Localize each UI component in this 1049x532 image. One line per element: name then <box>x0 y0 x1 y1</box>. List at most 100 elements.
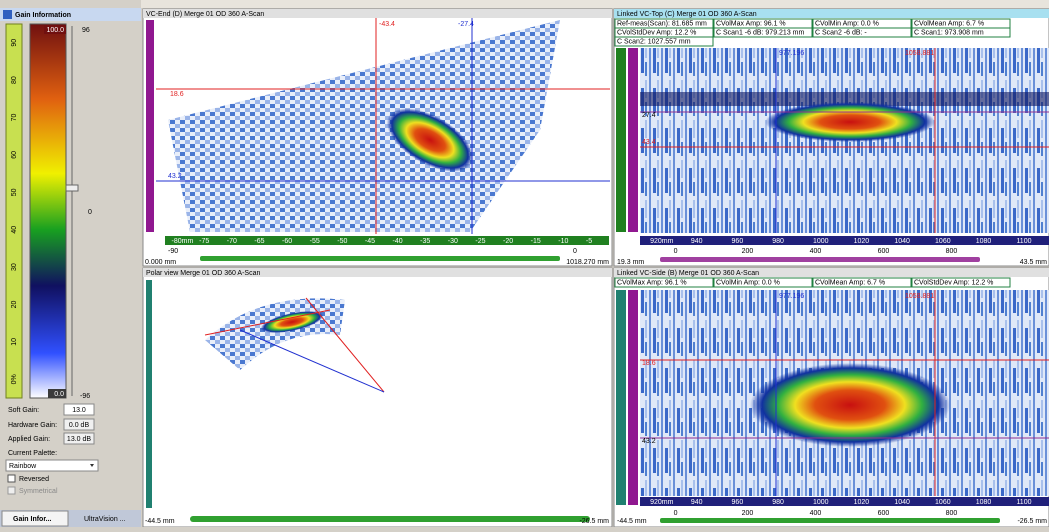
toolbar <box>141 0 1049 8</box>
cursor-label: -43.4 <box>379 21 395 28</box>
cursor-label: 1058.881 <box>905 50 934 57</box>
info-text: CVolStdDev Amp: 12.2 % <box>914 279 993 286</box>
scroll-bar[interactable] <box>660 257 980 262</box>
scroll-bar[interactable] <box>200 256 560 261</box>
view-title: VC-End (D) Merge 01 OD 360 A-Scan <box>146 11 264 18</box>
cursor-label: 43.2 <box>642 438 656 445</box>
hardware-gain: 0.0 dB <box>69 422 90 429</box>
side-ruler <box>628 290 638 505</box>
info-text: CVolMin Amp: 0.0 % <box>815 20 879 27</box>
axis-label: 400 <box>810 510 822 517</box>
checkbox[interactable] <box>8 475 15 482</box>
checkbox-label: Reversed <box>19 476 49 483</box>
cursor-label: 1058.881 <box>905 293 934 300</box>
axis-label: -20 <box>503 238 513 245</box>
indication <box>750 363 950 447</box>
side-ruler <box>628 48 638 232</box>
info-text: CVolMax Amp: 96.1 % <box>716 20 786 27</box>
polar-view <box>143 268 612 527</box>
info-text: C Scan1 -6 dB: 979.213 mm <box>716 29 804 36</box>
label: Applied Gain: <box>8 436 50 443</box>
axis-label: 200 <box>742 248 754 255</box>
view-title: Polar view Merge 01 OD 360 A-Scan <box>146 270 260 277</box>
axis-label: 1020 <box>854 238 870 245</box>
ruler-tick-label: 50 <box>11 188 18 196</box>
cursor-label: 977.196 <box>779 50 804 57</box>
cursor-label: 43.4 <box>642 139 656 146</box>
info-text: CVolStdDev Amp: 12.2 % <box>617 29 696 36</box>
axis-label: 1080 <box>976 238 992 245</box>
ruler-tick-label: 20 <box>11 301 18 309</box>
axis-label: 1020 <box>854 499 870 506</box>
info-text: CVolMean Amp: 6.7 % <box>914 20 984 27</box>
info-text: CVolMin Amp: 0.0 % <box>716 279 780 286</box>
axis-label: 1100 <box>1016 238 1031 245</box>
info-text: C Scan2: 1027.557 mm <box>617 38 691 45</box>
tab-label: Gain Infor... <box>13 516 52 523</box>
axis-label: -40 <box>393 238 403 245</box>
label: Hardware Gain: <box>8 422 57 429</box>
scroll-bar[interactable] <box>660 518 1000 523</box>
axis-label: -15 <box>531 238 541 245</box>
axis-label: 940 <box>691 499 703 506</box>
checkbox <box>8 487 15 494</box>
axis-label: 980 <box>772 499 784 506</box>
axis-label: -80mm <box>172 238 194 245</box>
ruler-tick-label: 80 <box>11 76 18 84</box>
cursor-label: 977.196 <box>779 293 804 300</box>
axis-label: -50 <box>337 238 347 245</box>
info-text: Ref-meas(Scan): 81.685 mm <box>617 20 707 27</box>
axis-label: 0 <box>674 248 678 255</box>
panel-title: Gain Information <box>15 12 71 19</box>
info-text: C Scan1: 973.908 mm <box>914 29 984 36</box>
side-ruler <box>616 290 626 505</box>
view-title: Linked VC-Side (B) Merge 01 OD 360 A-Sca… <box>617 270 759 277</box>
info-text: CVolMean Amp: 6.7 % <box>815 279 885 286</box>
axis-label: -45 <box>365 238 375 245</box>
palette-max: 100.0 <box>46 27 64 34</box>
ruler-tick-label: 0% <box>11 374 18 384</box>
range-start: 0.000 mm <box>145 259 176 266</box>
info-table: CVolMax Amp: 96.1 %CVolMin Amp: 0.0 %CVo… <box>615 278 1010 287</box>
ruler-tick-label: 60 <box>11 151 18 159</box>
range-end: 43.5 mm <box>1020 259 1047 266</box>
label: Soft Gain: <box>8 407 39 414</box>
scroll-bar[interactable] <box>190 516 590 522</box>
axis-label: 1060 <box>935 499 951 506</box>
ruler-end: -90 <box>168 248 178 255</box>
range-end: -26.5 mm <box>1017 518 1047 525</box>
ruler-tick-label: 30 <box>11 263 18 271</box>
axis-label: 200 <box>742 510 754 517</box>
axis-label: -5 <box>586 238 592 245</box>
range-start: -44.5 mm <box>617 518 647 525</box>
cursor-label: -27.4 <box>458 21 474 28</box>
axis-label: 1040 <box>894 238 910 245</box>
ruler-tick-label: 70 <box>11 114 18 122</box>
tab-label: UltraVision ... <box>84 516 126 523</box>
axis-label: 600 <box>878 248 890 255</box>
gain-slider[interactable] <box>66 185 78 191</box>
axis-label: 920mm <box>650 238 674 245</box>
axis-label: -55 <box>310 238 320 245</box>
axis-label: -25 <box>475 238 485 245</box>
checkbox-label: Symmetrical <box>19 488 58 495</box>
panel-icon <box>3 10 12 19</box>
axis-label: 1040 <box>894 499 910 506</box>
cursor-label: 18.6 <box>170 91 184 98</box>
axis-label: -35 <box>420 238 430 245</box>
palette-bar <box>30 24 66 398</box>
range-end: 1018.270 mm <box>566 259 609 266</box>
axis-label: 400 <box>810 248 822 255</box>
cursor-label: 43.2 <box>168 173 182 180</box>
ruler-tick-label: 90 <box>11 39 18 47</box>
side-ruler <box>146 280 152 508</box>
applied-gain: 13.0 dB <box>67 436 91 443</box>
ruler-tick-label: 40 <box>11 226 18 234</box>
view-title: Linked VC-Top (C) Merge 01 OD 360 A-Scan <box>617 11 757 18</box>
axis-label: -60 <box>282 238 292 245</box>
axis-label: 940 <box>691 238 703 245</box>
ruler-end: 0 <box>573 248 577 255</box>
axis-label: -75 <box>199 238 209 245</box>
screen: Gain Information 90 80 70 60 50 40 30 20 10 0% 10… <box>0 0 1049 527</box>
ruler-tick-label: 10 <box>11 338 18 346</box>
